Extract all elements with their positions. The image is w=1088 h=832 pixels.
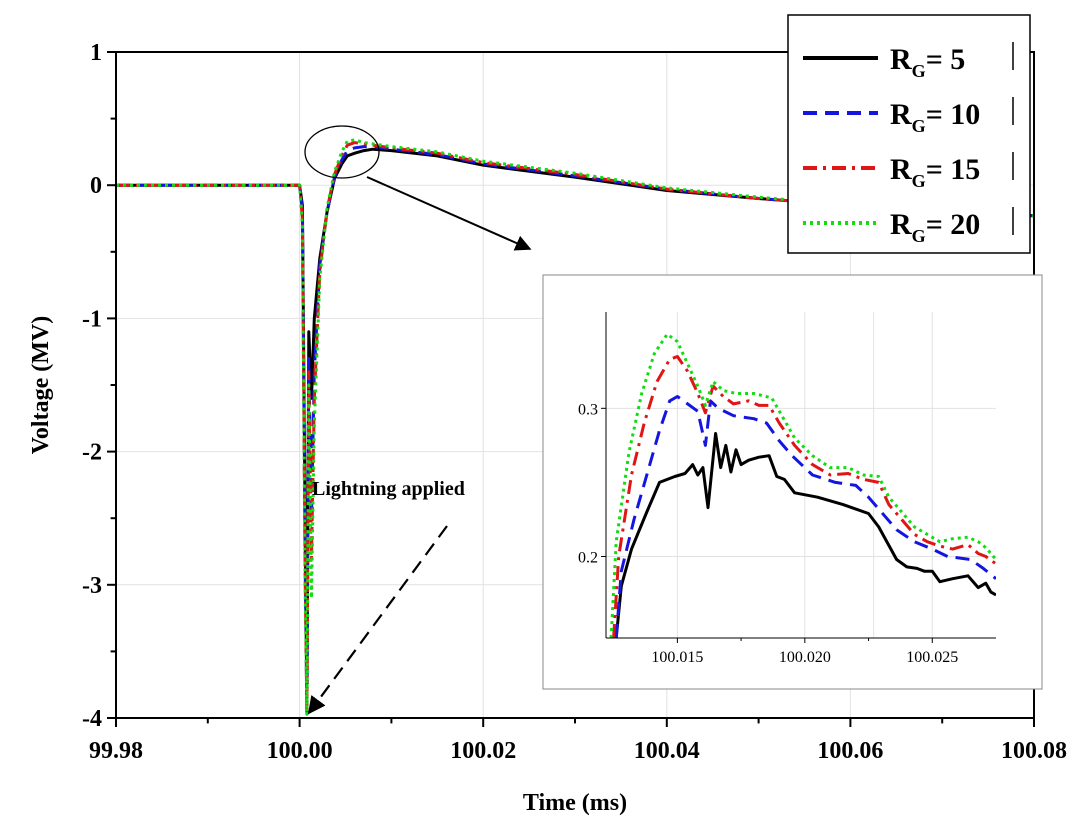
main-y-tick-label-4: 0 (90, 173, 102, 199)
inset-series-line-1 (614, 395, 996, 638)
inset-x-tick-label-0: 100.015 (651, 649, 703, 666)
inset-x-tick-label-1: 100.020 (779, 649, 831, 666)
main-x-tick-label-0: 99.98 (89, 738, 143, 764)
inset-grid (606, 312, 996, 638)
main-y-tick-label-1: -3 (82, 573, 102, 599)
legend-label-sub-3: G (912, 226, 926, 246)
main-series-group (116, 138, 1034, 717)
legend-box (787, 14, 1031, 254)
main-series-line-2 (116, 141, 1034, 715)
legend-label-rest-1: = 10 (926, 98, 981, 131)
lightning-arrow (307, 525, 448, 715)
legend-label-rest-2: = 15 (926, 153, 981, 186)
zoom-arrow (366, 176, 532, 251)
legend-label-main-2: R (890, 153, 912, 186)
zoom-region-ellipse (304, 125, 380, 179)
legend-label-main-3: R (890, 208, 912, 241)
legend-label-main-1: R (890, 98, 912, 131)
legend-label-0: RG= 5 (890, 43, 965, 81)
main-axis-ticks: 99.98 100.00 100.02 100.04 100.06 100.08 -4 -3 -… (82, 40, 1067, 764)
inset-series-line-2 (612, 355, 996, 638)
x-axis-title: Time (ms) (523, 790, 627, 816)
main-y-tick-label-3: -1 (82, 306, 102, 332)
legend-label-rest-3: = 20 (926, 208, 981, 241)
inset-y-tick-label-1: 0.3 (578, 401, 598, 418)
inset-y-tick-label-0: 0.2 (578, 550, 598, 567)
main-y-tick-label-2: -2 (82, 440, 102, 466)
legend-label-2: RG= 15 (890, 153, 980, 191)
inset-axis-ticks: 100.015 100.020 100.025 0.2 0.3 (578, 401, 958, 666)
main-y-tick-label-0: -4 (82, 706, 102, 732)
legend-label-sub-2: G (912, 171, 926, 191)
main-y-tick-label-5: 1 (90, 40, 102, 66)
main-x-tick-label-3: 100.04 (634, 738, 700, 764)
legend-label-main-0: R (890, 43, 912, 76)
main-x-tick-label-4: 100.06 (817, 738, 883, 764)
inset-x-tick-label-2: 100.025 (906, 649, 958, 666)
legend-label-rest-0: = 5 (926, 43, 966, 76)
main-x-tick-label-5: 100.08 (1001, 738, 1067, 764)
y-axis-title: Voltage (MV) (28, 316, 54, 454)
main-x-tick-label-1: 100.00 (267, 738, 333, 764)
legend-label-1: RG= 10 (890, 98, 980, 136)
legend-label-sub-0: G (912, 61, 926, 81)
inset-series-line-0 (614, 432, 996, 638)
inset-series-group (609, 332, 996, 638)
main-x-tick-label-2: 100.02 (450, 738, 516, 764)
legend-label-3: RG= 20 (890, 208, 980, 246)
legend-label-sub-1: G (912, 116, 926, 136)
lightning-annotation: Lightning applied (312, 478, 465, 500)
inset-series-line-3 (609, 332, 996, 638)
